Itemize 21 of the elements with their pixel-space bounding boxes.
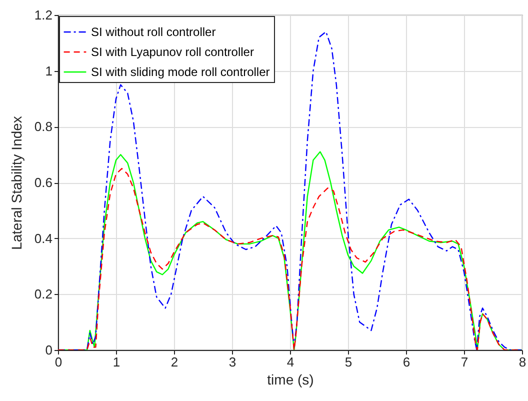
x-tick-label: 7 xyxy=(460,354,468,370)
x-tick-label: 0 xyxy=(54,354,62,370)
x-tick-label: 3 xyxy=(228,354,236,370)
x-tick-label: 5 xyxy=(344,354,352,370)
y-axis-title: Lateral Stability Index xyxy=(8,116,24,250)
x-tick-label: 2 xyxy=(170,354,178,370)
y-tick-label: 0.8 xyxy=(34,119,52,134)
x-tick-label: 8 xyxy=(518,354,526,370)
y-tick-label: 1.2 xyxy=(34,8,52,22)
x-tick-label: 6 xyxy=(402,354,410,370)
x-tick-label: 4 xyxy=(286,354,294,370)
legend-label: SI with sliding mode roll controller xyxy=(91,65,270,79)
y-tick-label: 0.2 xyxy=(34,286,52,302)
y-tick-label: 0.4 xyxy=(34,230,52,246)
y-tick-label: 0.6 xyxy=(34,175,52,190)
y-tick-label: 1 xyxy=(45,63,52,78)
x-axis-title: time (s) xyxy=(267,372,314,388)
legend-label: SI without roll controller xyxy=(91,25,216,39)
y-tick-label: 0 xyxy=(45,342,52,358)
legend-label: SI with Lyapunov roll controller xyxy=(91,45,254,59)
x-tick-label: 1 xyxy=(112,354,120,370)
